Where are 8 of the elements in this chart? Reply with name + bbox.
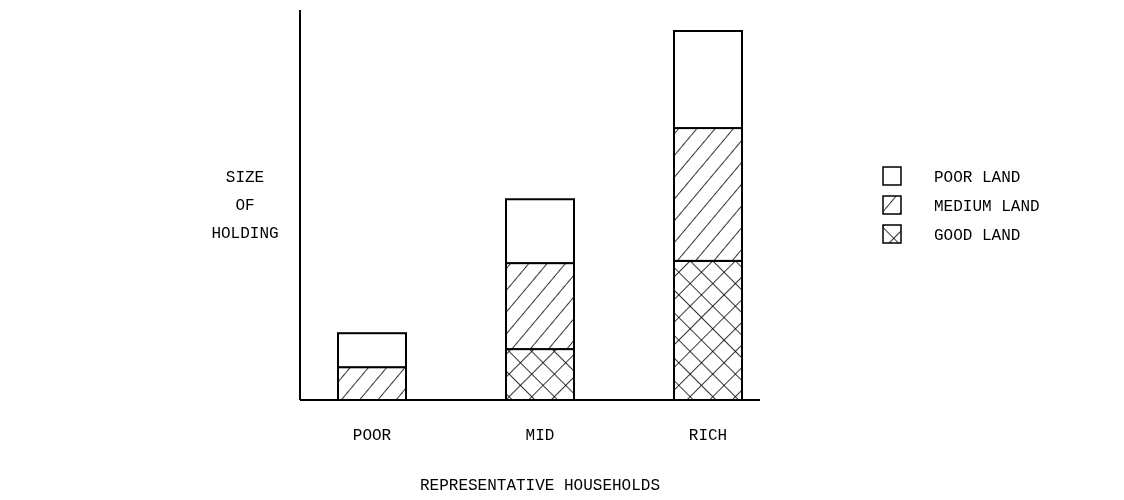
x-axis-title: REPRESENTATIVE HOUSEHOLDS	[419, 477, 661, 495]
x-tick-label: RICH	[688, 427, 728, 445]
legend-label: POOR LAND	[934, 169, 1021, 187]
x-tick-label: POOR	[352, 427, 392, 445]
legend-label: MEDIUM LAND	[934, 198, 1040, 216]
x-tick-label: MID	[525, 427, 555, 445]
legend-label: GOOD LAND	[934, 227, 1021, 245]
y-axis-title: SIZE OF HOLDING	[211, 169, 279, 243]
